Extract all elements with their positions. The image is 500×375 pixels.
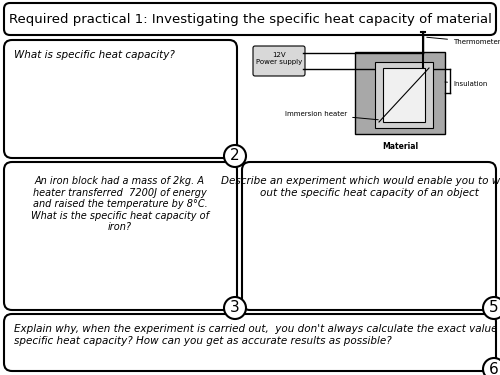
Bar <box>355 52 445 134</box>
Circle shape <box>224 297 246 319</box>
Text: 2: 2 <box>230 148 240 164</box>
Text: Insulation: Insulation <box>445 81 488 87</box>
Bar <box>383 68 425 122</box>
Text: Material: Material <box>382 142 418 151</box>
Text: 6: 6 <box>489 362 499 375</box>
Text: 5: 5 <box>489 300 499 315</box>
Text: Thermometer: Thermometer <box>427 37 500 45</box>
FancyBboxPatch shape <box>4 40 237 158</box>
FancyBboxPatch shape <box>4 162 237 310</box>
FancyBboxPatch shape <box>4 3 496 35</box>
Circle shape <box>224 145 246 167</box>
Text: 3: 3 <box>230 300 240 315</box>
Bar <box>375 62 433 128</box>
Text: What is specific heat capacity?: What is specific heat capacity? <box>14 50 175 60</box>
Circle shape <box>483 297 500 319</box>
Text: An iron block had a mass of 2kg. A
heater transferred  7200J of energy
and raise: An iron block had a mass of 2kg. A heate… <box>31 176 209 232</box>
FancyBboxPatch shape <box>4 314 496 371</box>
Text: Immersion heater: Immersion heater <box>285 111 378 120</box>
FancyBboxPatch shape <box>242 162 496 310</box>
Text: 12V
Power supply: 12V Power supply <box>256 52 302 65</box>
Text: Explain why, when the experiment is carried out,  you don't always calculate the: Explain why, when the experiment is carr… <box>14 324 500 346</box>
FancyBboxPatch shape <box>253 46 305 76</box>
Text: Describe an experiment which would enable you to work
out the specific heat capa: Describe an experiment which would enabl… <box>221 176 500 198</box>
Circle shape <box>483 358 500 375</box>
Text: Required practical 1: Investigating the specific heat capacity of material: Required practical 1: Investigating the … <box>8 12 492 26</box>
